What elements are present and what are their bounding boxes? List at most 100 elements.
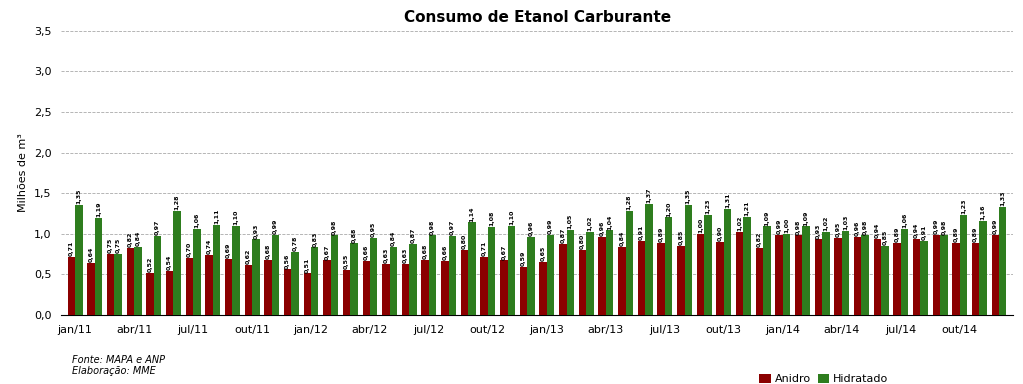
Text: 1,31: 1,31 bbox=[725, 192, 730, 208]
Text: 0,84: 0,84 bbox=[391, 230, 396, 246]
Text: 0,68: 0,68 bbox=[266, 243, 270, 259]
Bar bbox=[704, 215, 712, 315]
Text: 0,98: 0,98 bbox=[331, 219, 337, 235]
Bar bbox=[724, 209, 731, 315]
Bar bbox=[75, 205, 83, 315]
Text: 1,00: 1,00 bbox=[784, 218, 789, 233]
Text: 0,98: 0,98 bbox=[796, 219, 801, 235]
Text: 0,98: 0,98 bbox=[431, 219, 435, 235]
Text: 0,66: 0,66 bbox=[364, 245, 368, 260]
Text: 1,03: 1,03 bbox=[843, 215, 848, 230]
Bar bbox=[684, 205, 692, 315]
Text: 0,84: 0,84 bbox=[135, 230, 140, 246]
Bar bbox=[441, 261, 449, 315]
Bar bbox=[716, 242, 724, 315]
Text: 0,63: 0,63 bbox=[384, 248, 389, 263]
Text: 0,56: 0,56 bbox=[285, 253, 291, 268]
Bar bbox=[185, 258, 193, 315]
Bar bbox=[481, 257, 488, 315]
Bar bbox=[677, 246, 684, 315]
Text: 0,67: 0,67 bbox=[324, 244, 329, 260]
Text: 1,28: 1,28 bbox=[627, 195, 632, 210]
Text: 0,97: 0,97 bbox=[155, 220, 160, 235]
Text: 1,33: 1,33 bbox=[1000, 190, 1006, 206]
Bar bbox=[763, 227, 770, 315]
Bar bbox=[206, 255, 213, 315]
Bar bbox=[854, 237, 861, 315]
Bar bbox=[193, 229, 201, 315]
Text: 1,23: 1,23 bbox=[706, 199, 710, 214]
Bar bbox=[646, 204, 653, 315]
Bar bbox=[900, 229, 908, 315]
Text: 1,08: 1,08 bbox=[489, 211, 494, 227]
Text: 0,94: 0,94 bbox=[915, 222, 919, 238]
Bar bbox=[625, 211, 633, 315]
Text: 0,91: 0,91 bbox=[922, 225, 927, 240]
Bar bbox=[292, 252, 299, 315]
Text: 0,80: 0,80 bbox=[580, 234, 585, 249]
Bar bbox=[362, 261, 370, 315]
Bar bbox=[383, 264, 390, 315]
Bar bbox=[429, 235, 437, 315]
Text: 0,71: 0,71 bbox=[482, 241, 487, 257]
Text: 0,68: 0,68 bbox=[422, 243, 428, 259]
Bar bbox=[488, 227, 495, 315]
Legend: Anidro, Hidratado: Anidro, Hidratado bbox=[755, 370, 893, 384]
Bar bbox=[756, 248, 763, 315]
Bar bbox=[460, 250, 469, 315]
Bar bbox=[252, 239, 260, 315]
Text: 1,11: 1,11 bbox=[214, 209, 219, 224]
Text: 1,10: 1,10 bbox=[233, 209, 238, 225]
Text: 0,98: 0,98 bbox=[862, 219, 868, 235]
Text: 0,62: 0,62 bbox=[246, 248, 251, 264]
Text: 0,89: 0,89 bbox=[894, 227, 899, 242]
Text: 0,88: 0,88 bbox=[352, 227, 357, 243]
Text: 1,09: 1,09 bbox=[804, 210, 808, 225]
Text: 0,55: 0,55 bbox=[344, 254, 349, 270]
Text: 0,65: 0,65 bbox=[541, 246, 545, 261]
Bar bbox=[952, 243, 960, 315]
Text: 1,21: 1,21 bbox=[745, 200, 750, 216]
Text: 1,20: 1,20 bbox=[666, 201, 671, 217]
Bar bbox=[744, 217, 751, 315]
Text: 1,04: 1,04 bbox=[607, 214, 612, 230]
Bar bbox=[421, 260, 429, 315]
Title: Consumo de Etanol Carburante: Consumo de Etanol Carburante bbox=[403, 10, 671, 25]
Bar bbox=[225, 259, 232, 315]
Text: 0,75: 0,75 bbox=[108, 238, 114, 253]
Bar bbox=[835, 238, 842, 315]
Bar bbox=[409, 244, 416, 315]
Text: 0,94: 0,94 bbox=[875, 222, 880, 238]
Bar bbox=[814, 239, 822, 315]
Bar bbox=[134, 247, 141, 315]
Bar bbox=[736, 232, 744, 315]
Bar bbox=[311, 248, 318, 315]
Text: 0,89: 0,89 bbox=[659, 227, 664, 242]
Bar bbox=[881, 246, 889, 315]
Text: 0,87: 0,87 bbox=[561, 228, 566, 243]
Text: 1,10: 1,10 bbox=[508, 209, 514, 225]
Bar bbox=[264, 260, 272, 315]
Text: 1,00: 1,00 bbox=[698, 218, 703, 233]
Text: Fonte: MAPA e ANP
Elaboração: MME: Fonte: MAPA e ANP Elaboração: MME bbox=[72, 355, 165, 376]
Text: 0,59: 0,59 bbox=[521, 251, 526, 266]
Text: 0,99: 0,99 bbox=[273, 218, 278, 234]
Text: 0,99: 0,99 bbox=[934, 218, 939, 234]
Bar bbox=[637, 241, 646, 315]
Bar bbox=[350, 243, 358, 315]
Bar bbox=[972, 243, 979, 315]
Text: 0,91: 0,91 bbox=[639, 225, 643, 240]
Bar bbox=[579, 250, 586, 315]
Text: 0,84: 0,84 bbox=[619, 230, 624, 246]
Text: 0,75: 0,75 bbox=[116, 238, 121, 253]
Text: 0,87: 0,87 bbox=[410, 228, 415, 243]
Text: 0,54: 0,54 bbox=[167, 255, 172, 270]
Text: 0,90: 0,90 bbox=[717, 226, 722, 241]
Bar bbox=[539, 262, 547, 315]
Text: 0,63: 0,63 bbox=[403, 248, 408, 263]
Bar bbox=[272, 235, 279, 315]
Text: 0,95: 0,95 bbox=[836, 222, 841, 237]
Bar bbox=[933, 235, 940, 315]
Bar bbox=[449, 236, 456, 315]
Text: 1,02: 1,02 bbox=[824, 216, 829, 231]
